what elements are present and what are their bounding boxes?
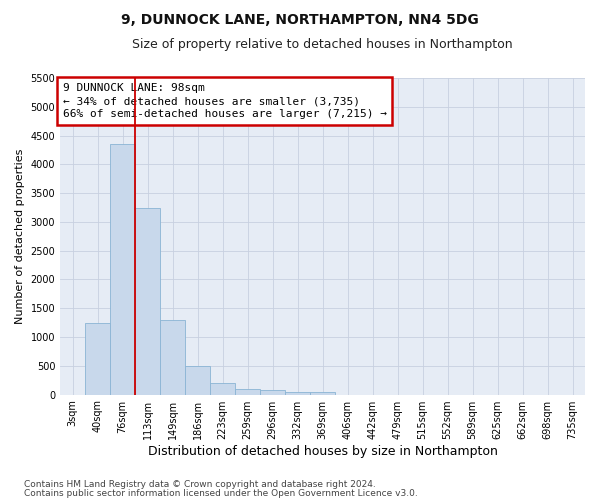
Title: Size of property relative to detached houses in Northampton: Size of property relative to detached ho… (132, 38, 513, 51)
Bar (135, 208, 160, 394)
Text: Contains HM Land Registry data © Crown copyright and database right 2024.: Contains HM Land Registry data © Crown c… (24, 480, 376, 489)
Text: Contains public sector information licensed under the Open Government Licence v3: Contains public sector information licen… (24, 489, 418, 498)
Bar (185, 366, 210, 394)
Bar (85, 322, 110, 394)
Bar (260, 390, 285, 394)
Bar (310, 392, 335, 394)
Bar (210, 383, 235, 394)
Text: 9, DUNNOCK LANE, NORTHAMPTON, NN4 5DG: 9, DUNNOCK LANE, NORTHAMPTON, NN4 5DG (121, 12, 479, 26)
Bar (110, 144, 135, 395)
X-axis label: Distribution of detached houses by size in Northampton: Distribution of detached houses by size … (148, 444, 497, 458)
Bar (285, 392, 310, 394)
Bar (160, 320, 185, 394)
Text: 9 DUNNOCK LANE: 98sqm
← 34% of detached houses are smaller (3,735)
66% of semi-d: 9 DUNNOCK LANE: 98sqm ← 34% of detached … (63, 83, 387, 119)
Y-axis label: Number of detached properties: Number of detached properties (15, 148, 25, 324)
Bar (235, 389, 260, 394)
